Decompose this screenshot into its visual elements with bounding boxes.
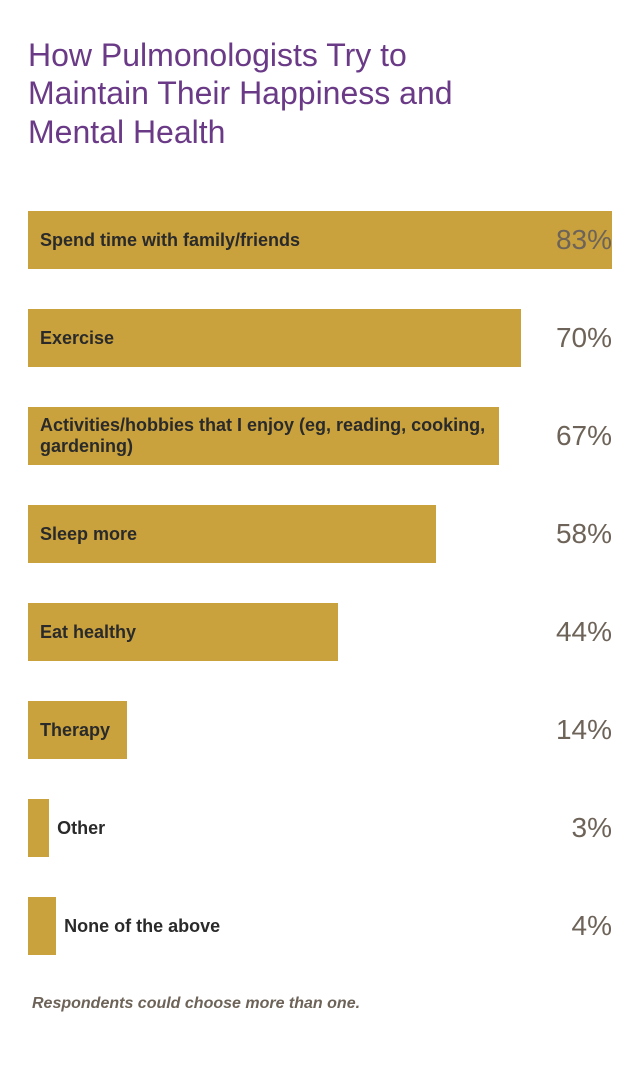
bar-value: 83% [556,211,612,269]
chart-footnote: Respondents could choose more than one. [28,995,612,1013]
bar: Spend time with family/friends [28,211,612,269]
bar-row: None of the above 4% [28,897,612,955]
bar-value: 67% [556,407,612,465]
bar-row: Activities/hobbies that I enjoy (eg, rea… [28,407,612,465]
bar: Therapy [28,701,127,759]
bar-row: Spend time with family/friends 83% [28,211,612,269]
chart-title: How Pulmonologists Try to Maintain Their… [28,36,528,151]
bar-value: 58% [556,505,612,563]
bar-row: Exercise 70% [28,309,612,367]
bar-row: Sleep more 58% [28,505,612,563]
chart-container: How Pulmonologists Try to Maintain Their… [0,0,640,1073]
bar-label: None of the above [56,897,220,955]
bar-row: Other 3% [28,799,612,857]
bar-label: Other [49,799,105,857]
bar-row: Therapy 14% [28,701,612,759]
bar [28,799,49,857]
bar: Sleep more [28,505,436,563]
bar-label: Spend time with family/friends [40,230,300,251]
bar: Activities/hobbies that I enjoy (eg, rea… [28,407,499,465]
bar: Eat healthy [28,603,338,661]
bars-area: Spend time with family/friends 83% Exercis… [28,211,612,955]
bar-row: Eat healthy 44% [28,603,612,661]
bar [28,897,56,955]
bar-label: Sleep more [40,524,137,545]
bar-value: 70% [556,309,612,367]
bar-value: 4% [572,897,612,955]
bar-value: 14% [556,701,612,759]
bar-label: Activities/hobbies that I enjoy (eg, rea… [40,415,499,456]
bar-label: Eat healthy [40,622,136,643]
bar: Exercise [28,309,521,367]
bar-value: 44% [556,603,612,661]
bar-value: 3% [572,799,612,857]
bar-label: Exercise [40,328,114,349]
bar-label: Therapy [40,720,110,741]
